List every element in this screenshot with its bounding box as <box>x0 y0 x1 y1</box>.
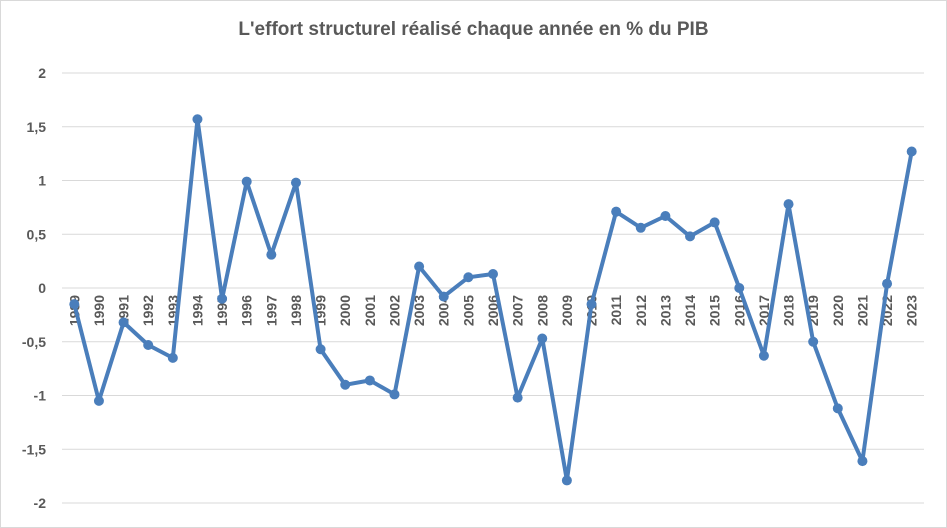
data-point <box>832 403 843 414</box>
x-tick-label: 2021 <box>854 295 870 326</box>
x-tick-label: 2013 <box>657 295 673 326</box>
y-tick-label: 1,5 <box>27 119 47 135</box>
x-tick-label: 2005 <box>460 295 476 326</box>
x-tick-label: 1991 <box>116 295 132 326</box>
data-point <box>882 278 893 289</box>
data-point <box>857 456 868 467</box>
y-tick-label: 1 <box>38 173 46 189</box>
x-tick-label: 1992 <box>140 295 156 326</box>
data-point <box>241 176 252 187</box>
data-point <box>143 339 154 350</box>
x-tick-label: 2018 <box>781 295 797 326</box>
data-point <box>488 269 498 280</box>
y-tick-label: -1 <box>34 388 47 404</box>
x-tick-label: 2002 <box>386 295 402 326</box>
data-point <box>537 333 548 344</box>
y-tick-label: -0,5 <box>22 334 46 350</box>
data-point <box>266 249 277 260</box>
x-tick-label: 2009 <box>559 295 575 326</box>
y-tick-label: 0,5 <box>27 226 47 242</box>
data-point <box>340 379 351 390</box>
x-tick-label: 2000 <box>337 295 353 326</box>
y-tick-label: -1,5 <box>22 441 46 457</box>
data-point <box>611 206 622 217</box>
data-point <box>167 352 178 363</box>
data-point <box>561 475 572 486</box>
data-point <box>463 272 474 283</box>
data-point <box>734 283 745 293</box>
x-tick-label: 1998 <box>288 295 304 326</box>
x-tick-label: 2001 <box>362 295 378 326</box>
data-point <box>438 291 449 302</box>
data-point <box>217 293 228 304</box>
gridlines <box>62 72 924 504</box>
y-axis-tick-labels: 2 1,5 1 0,5 0 -0,5 -1 -1,5 -2 <box>22 65 46 511</box>
x-tick-label: 2014 <box>682 295 698 326</box>
chart-title: L'effort structurel réalisé chaque année… <box>238 19 709 40</box>
x-tick-label: 2017 <box>756 295 772 326</box>
data-point <box>586 299 597 310</box>
x-tick-label: 2007 <box>510 295 526 326</box>
x-tick-label: 2011 <box>608 295 624 326</box>
x-tick-label: 2020 <box>830 295 846 326</box>
data-point <box>512 392 523 403</box>
x-tick-label: 1994 <box>189 295 205 326</box>
x-tick-label: 1990 <box>91 295 107 326</box>
data-point <box>709 217 720 228</box>
x-tick-label: 1995 <box>214 295 230 326</box>
y-tick-label: 2 <box>38 65 46 81</box>
data-point <box>93 395 104 406</box>
series-points <box>69 114 917 486</box>
x-tick-label: 2012 <box>633 295 649 326</box>
data-point <box>389 389 400 400</box>
x-tick-label: 2003 <box>411 295 427 326</box>
x-tick-label: 2008 <box>534 295 550 326</box>
x-axis-tick-labels: 1989 1990 1991 1992 1993 1994 1995 1996 1997 1998… <box>66 295 919 326</box>
data-point <box>685 231 696 242</box>
data-point <box>906 146 917 157</box>
x-tick-label: 2023 <box>904 295 920 326</box>
x-tick-label: 2015 <box>707 295 723 326</box>
x-tick-label: 1996 <box>239 295 255 326</box>
y-tick-label: -2 <box>34 495 47 511</box>
data-point <box>783 199 794 210</box>
data-point <box>192 114 203 125</box>
x-tick-label: 2004 <box>436 295 452 326</box>
data-point <box>414 261 425 272</box>
data-point <box>364 375 375 386</box>
data-point <box>69 299 80 310</box>
data-point <box>118 317 129 328</box>
data-point <box>635 222 646 233</box>
data-point <box>808 336 819 347</box>
data-point <box>315 344 326 355</box>
data-point <box>290 177 301 188</box>
y-tick-label: 0 <box>38 280 46 296</box>
x-tick-label: 1997 <box>263 295 279 326</box>
data-point <box>758 350 769 361</box>
data-point <box>660 210 671 221</box>
